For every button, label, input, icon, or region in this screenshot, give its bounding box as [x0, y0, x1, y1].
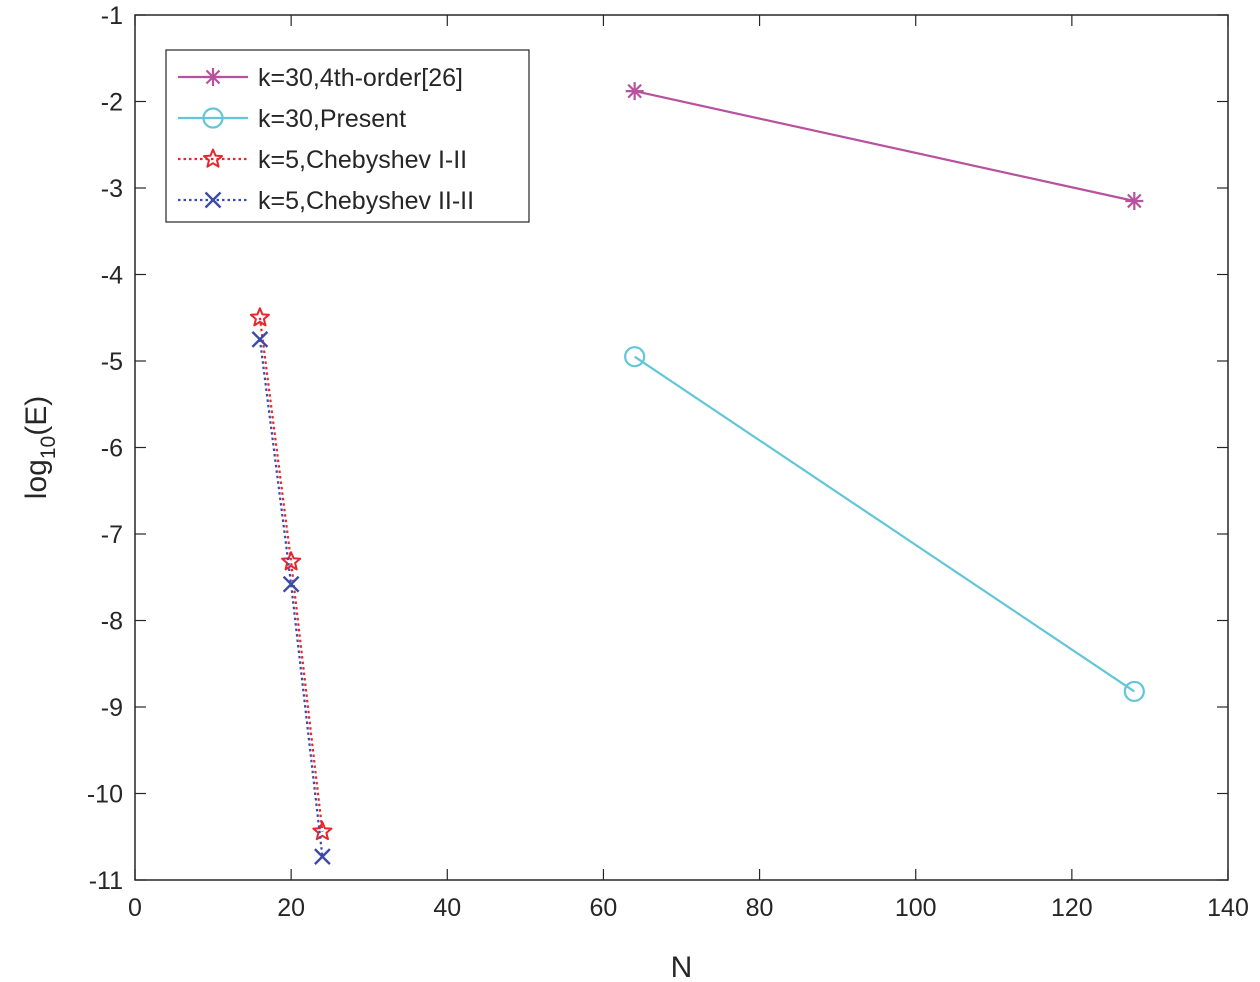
y-axis-label-subscript: 10 — [37, 436, 60, 459]
y-tick-label: -2 — [101, 89, 123, 117]
legend-item: k=30,4th-order[26] — [178, 64, 463, 92]
x-tick-label: 20 — [277, 894, 305, 922]
legend-marker — [204, 68, 222, 86]
series-0 — [625, 82, 1144, 210]
x-axis-label: N — [671, 951, 693, 982]
legend-marker — [204, 191, 222, 209]
y-tick-label: -5 — [101, 348, 123, 376]
y-tick-label: -3 — [101, 175, 123, 203]
data-point — [314, 848, 331, 865]
series-3 — [251, 331, 331, 865]
y-tick-label: -7 — [101, 521, 123, 549]
data-point — [281, 551, 302, 571]
legend-label: k=5,Chebyshev II-II — [258, 187, 474, 215]
x-tick-label: 80 — [746, 894, 774, 922]
axis-titles: N log10(E) — [20, 396, 692, 982]
x-tick-label: 0 — [128, 894, 142, 922]
data-point — [1125, 191, 1144, 210]
y-tick-label: -6 — [101, 435, 123, 463]
legend-label: k=5,Chebyshev I-II — [258, 146, 467, 174]
legend-label: k=30,4th-order[26] — [258, 64, 463, 92]
legend-marker — [202, 107, 224, 129]
y-tick-label: -4 — [101, 262, 123, 290]
series-line — [634, 355, 1135, 693]
data-point — [251, 331, 269, 348]
x-tick-label: 140 — [1207, 894, 1249, 922]
series-line — [258, 339, 324, 857]
axis-ticks: 0 20 40 60 80 100 120 140 -11 -10 -9 -8 -7 -6 -5 -4 -3 -2… — [87, 2, 1249, 922]
legend-item: k=5,Chebyshev I-II — [178, 146, 467, 174]
y-axis-label-arg: (E) — [20, 396, 53, 436]
data-point — [624, 346, 646, 368]
legend: k=30,4th-order[26] k=30,Present k=5,Chebys… — [165, 49, 530, 223]
series-line — [634, 90, 1135, 203]
y-tick-label: -8 — [101, 608, 123, 636]
legend-label: k=30,Present — [258, 105, 406, 133]
x-tick-label: 60 — [590, 894, 618, 922]
data-point — [282, 575, 300, 593]
y-tick-label: -11 — [89, 867, 123, 895]
series-layer — [249, 82, 1145, 865]
y-axis-label-base: log — [20, 459, 53, 499]
legend-box — [165, 49, 530, 223]
x-tick-label: 100 — [895, 894, 937, 922]
x-tick-label: 120 — [1051, 894, 1093, 922]
x-tick-label: 40 — [433, 894, 461, 922]
legend-item: k=30,Present — [178, 105, 406, 133]
y-tick-label: -9 — [101, 694, 123, 722]
legend-marker — [203, 148, 223, 168]
data-point — [312, 821, 333, 841]
series-2 — [249, 307, 333, 841]
data-point — [1123, 680, 1145, 703]
data-point — [249, 307, 270, 327]
y-tick-label: -10 — [87, 781, 123, 809]
series-1 — [624, 346, 1145, 703]
data-point — [625, 82, 644, 101]
y-axis-label: log10(E) — [20, 396, 60, 499]
y-tick-label: -1 — [101, 2, 123, 30]
legend-item: k=5,Chebyshev II-II — [178, 187, 474, 215]
